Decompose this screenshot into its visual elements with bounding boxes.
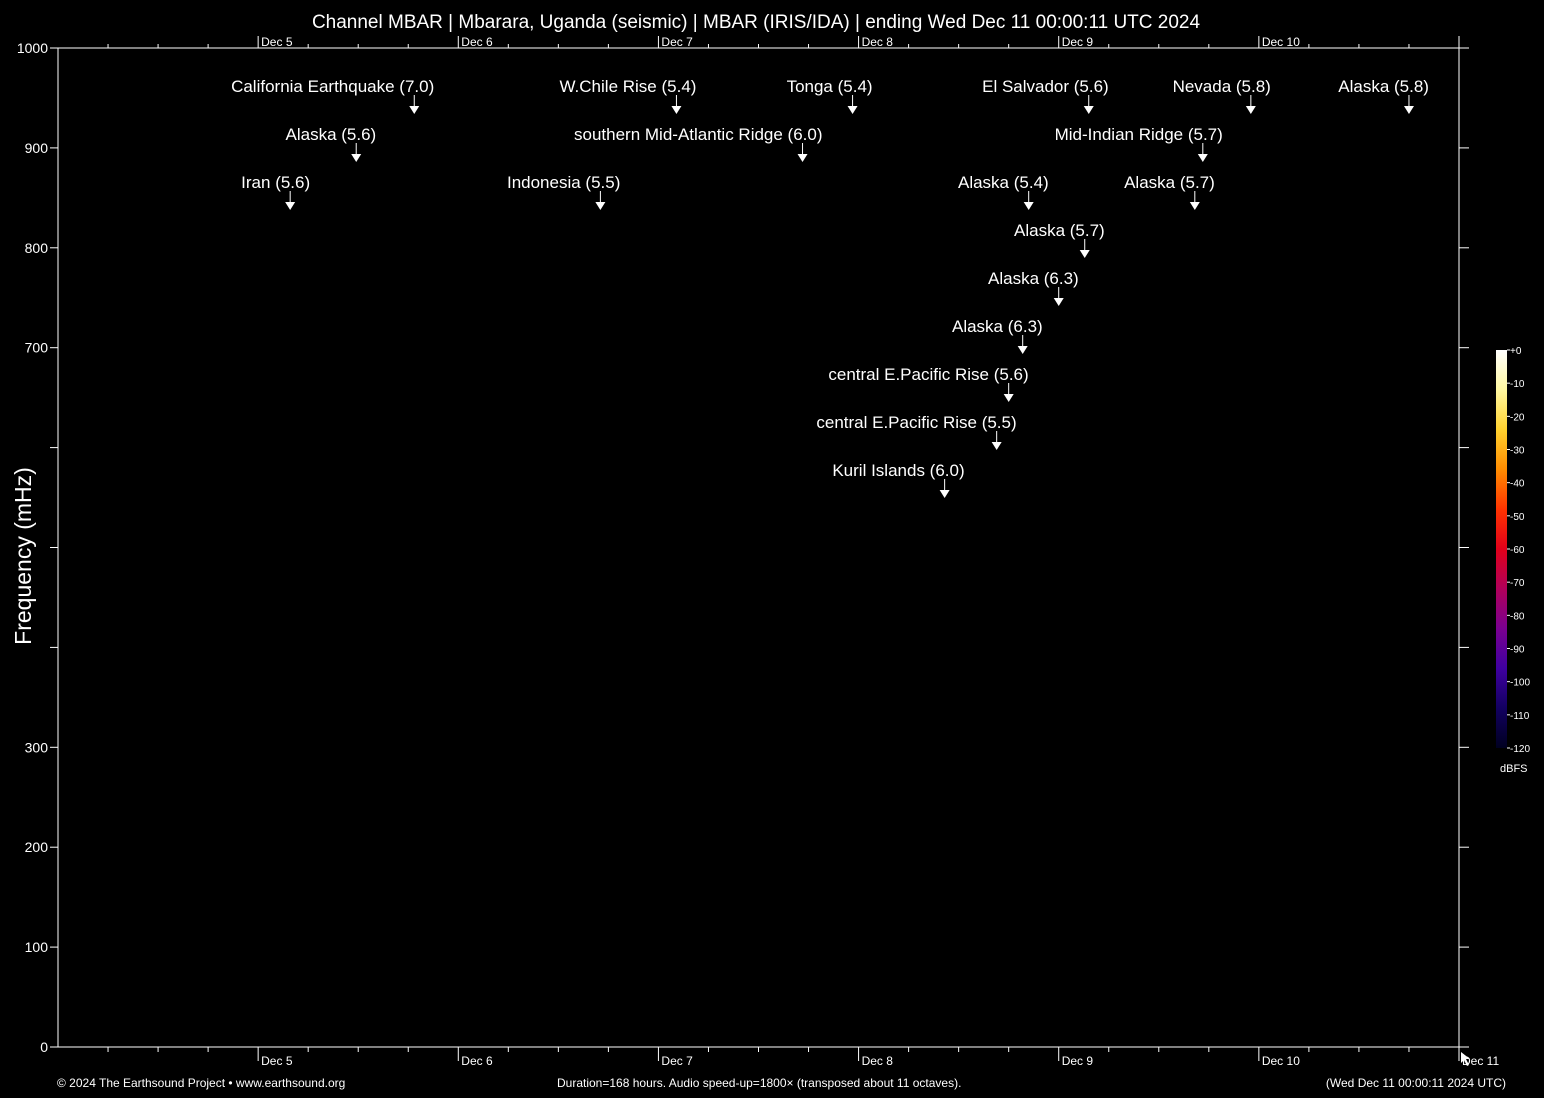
event-label: Alaska (6.3) (988, 269, 1079, 288)
colorbar-tick-label: -100 (1510, 678, 1530, 689)
event-arrow-head (351, 154, 362, 162)
event-arrow-head (285, 202, 296, 210)
colorbar-tick-label: -30 (1510, 446, 1525, 457)
event-label: Alaska (5.6) (286, 125, 377, 144)
colorbar-tick-label: -40 (1510, 479, 1525, 490)
event-arrow-head (595, 202, 606, 210)
event-arrow-head (991, 442, 1002, 450)
event-label: W.Chile Rise (5.4) (559, 77, 696, 96)
x-tick-label-top: Dec 6 (461, 35, 493, 49)
y-tick-label: 0 (40, 1039, 48, 1055)
event-label: Indonesia (5.5) (507, 173, 620, 192)
event-label: Alaska (5.7) (1124, 173, 1215, 192)
event-label: Alaska (5.8) (1338, 77, 1429, 96)
event-arrow-head (939, 490, 950, 498)
x-tick-label-bottom: Dec 10 (1262, 1054, 1300, 1068)
colorbar-tick-label: +0 (1510, 346, 1522, 357)
y-tick-label: 100 (25, 939, 49, 955)
event-label: California Earthquake (7.0) (231, 77, 434, 96)
event-arrow-head (1023, 202, 1034, 210)
event-label: Iran (5.6) (241, 173, 310, 192)
x-tick-label-top: Dec 7 (661, 35, 693, 49)
y-tick-label: 1000 (17, 40, 48, 56)
y-axis-label: Frequency (mHz) (10, 467, 36, 645)
colorbar-tick-label: -10 (1510, 379, 1525, 390)
colorbar-tick-label: -50 (1510, 512, 1525, 523)
event-arrow-head (1245, 106, 1256, 114)
colorbar-tick-label: -70 (1510, 578, 1525, 589)
event-label: Tonga (5.4) (787, 77, 873, 96)
event-arrow-head (671, 106, 682, 114)
event-arrow-head (1189, 202, 1200, 210)
event-label: Alaska (5.7) (1014, 221, 1105, 240)
colorbar-tick-label: -120 (1510, 744, 1530, 755)
colorbar-tick-label: -60 (1510, 545, 1525, 556)
x-tick-label-top: Dec 9 (1062, 35, 1094, 49)
event-label: Alaska (6.3) (952, 317, 1043, 336)
event-arrow-head (1053, 298, 1064, 306)
plot-frame (57, 47, 1460, 1048)
event-label: Mid-Indian Ridge (5.7) (1055, 125, 1223, 144)
x-tick-label-top: Dec 5 (261, 35, 293, 49)
event-arrow-head (1083, 106, 1094, 114)
event-arrow-head (1079, 250, 1090, 258)
event-arrow-head (797, 154, 808, 162)
event-arrow-head (847, 106, 858, 114)
event-label: southern Mid-Atlantic Ridge (6.0) (574, 125, 823, 144)
colorbar-tick-label: -80 (1510, 611, 1525, 622)
event-arrow-head (409, 106, 420, 114)
event-arrow-head (1017, 346, 1028, 354)
x-tick-label-bottom: Dec 5 (261, 1054, 293, 1068)
event-arrow-head (1403, 106, 1414, 114)
x-tick-label-bottom: Dec 11 (1462, 1054, 1499, 1068)
event-label: central E.Pacific Rise (5.5) (816, 413, 1016, 432)
event-label: Alaska (5.4) (958, 173, 1049, 192)
event-arrow-head (1003, 394, 1014, 402)
event-label: central E.Pacific Rise (5.6) (828, 365, 1028, 384)
colorbar-unit-label: dBFS (1500, 763, 1528, 775)
x-tick-label-bottom: Dec 7 (661, 1054, 693, 1068)
event-label: El Salvador (5.6) (982, 77, 1109, 96)
chart-title: Channel MBAR | Mbarara, Uganda (seismic)… (312, 12, 1201, 33)
x-tick-label-bottom: Dec 6 (461, 1054, 493, 1068)
y-tick-label: 900 (25, 140, 49, 156)
cursor-icon (1461, 1052, 1470, 1066)
x-tick-label-bottom: Dec 8 (862, 1054, 894, 1068)
y-tick-label: 700 (25, 340, 49, 356)
copyright-note: © 2024 The Earthsound Project • www.eart… (57, 1076, 346, 1090)
colorbar (1496, 350, 1507, 748)
duration-note: Duration=168 hours. Audio speed-up=1800×… (557, 1076, 962, 1090)
x-tick-label-top: Dec 10 (1262, 35, 1300, 49)
x-tick-label-top: Dec 8 (862, 35, 894, 49)
colorbar-tick-label: -90 (1510, 645, 1525, 656)
colorbar-tick-label: -20 (1510, 412, 1525, 423)
event-label: Nevada (5.8) (1173, 77, 1271, 96)
y-tick-label: 300 (25, 739, 49, 755)
colorbar-tick-label: -110 (1510, 711, 1530, 722)
y-tick-label: 800 (25, 240, 49, 256)
event-arrow-head (1197, 154, 1208, 162)
x-tick-label-bottom: Dec 9 (1062, 1054, 1094, 1068)
timestamp-note: (Wed Dec 11 00:00:11 2024 UTC) (1325, 1076, 1506, 1090)
y-tick-label: 200 (25, 839, 49, 855)
event-label: Kuril Islands (6.0) (832, 461, 964, 480)
